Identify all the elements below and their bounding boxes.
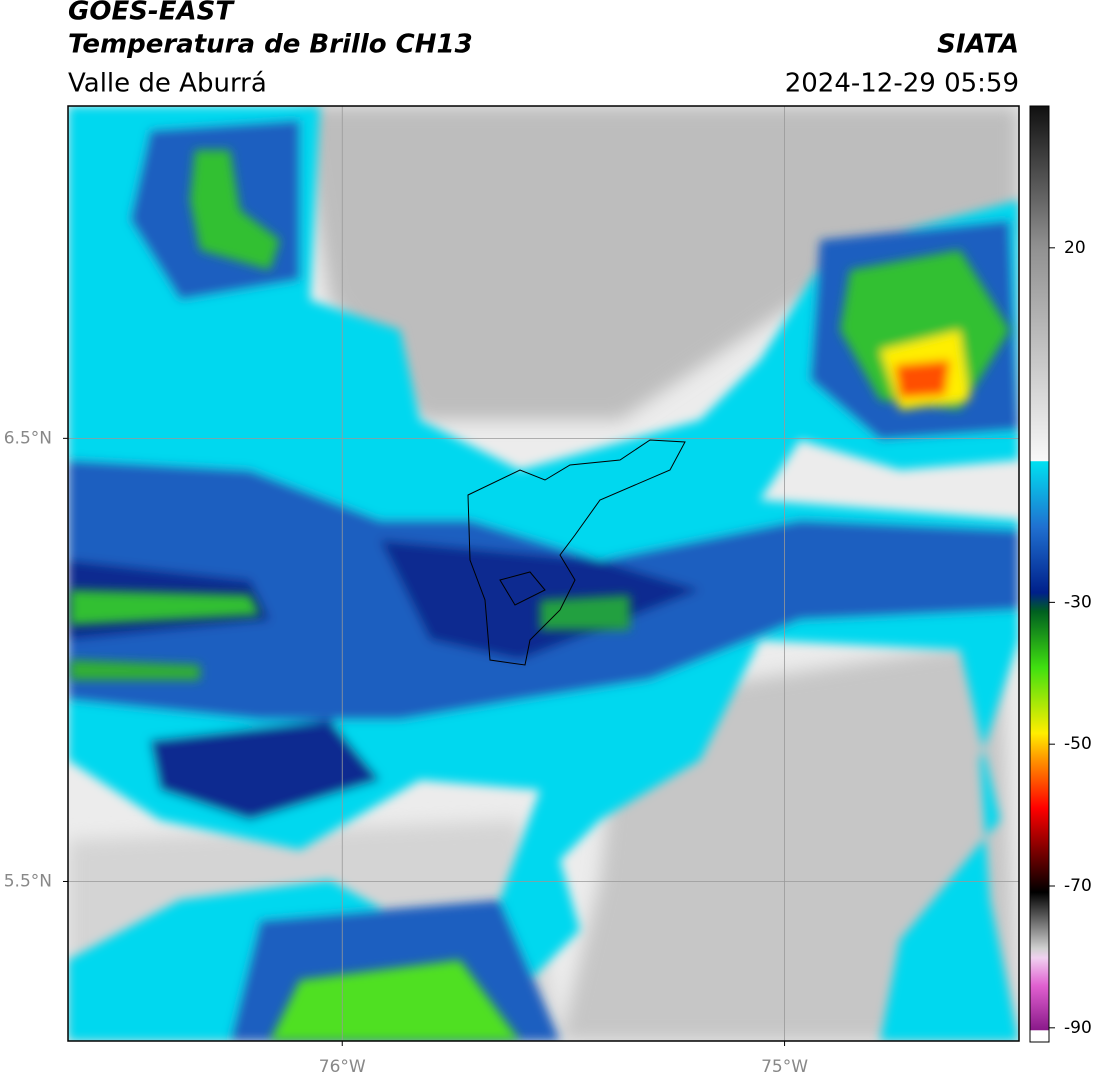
product: Temperatura de Brillo CH13: [68, 30, 473, 60]
colorbar-tick-label: -90: [1064, 1018, 1092, 1038]
colorbar-tick-label: -70: [1064, 876, 1092, 896]
map-frame: [67, 105, 1020, 1042]
y-tick-label: 5.5°N: [4, 871, 52, 891]
colorbar-tick-label: -50: [1064, 734, 1092, 754]
y-tick-label: 6.5°N: [4, 428, 52, 448]
colorbar-tick-label: -30: [1064, 592, 1092, 612]
colorbar: [1029, 105, 1050, 1043]
agency: SIATA: [937, 30, 1019, 60]
colorbar-tick-label: 20: [1064, 238, 1086, 258]
satellite: GOES-EAST: [68, 0, 235, 27]
datetime: 2024-12-29 05:59: [785, 69, 1019, 99]
x-tick-label: 75°W: [761, 1057, 808, 1077]
region: Valle de Aburrá: [68, 69, 267, 99]
x-tick-label: 76°W: [319, 1057, 366, 1077]
satellite-image: [68, 106, 1019, 1041]
